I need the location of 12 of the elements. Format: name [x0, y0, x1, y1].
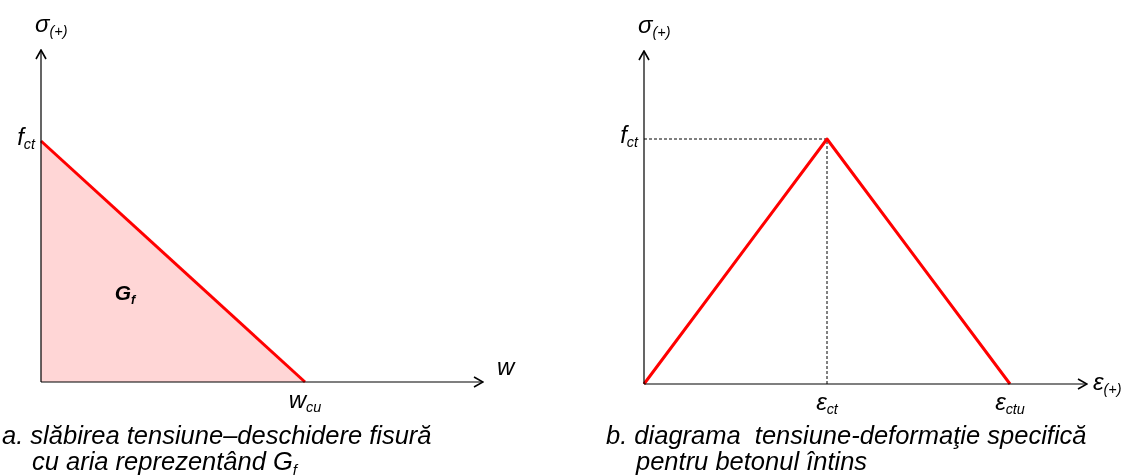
x-tick-label: ε$_{ctu}$ — [995, 388, 1025, 418]
y-axis-title: σ$_{(+)}$ — [35, 10, 68, 40]
x-tick-label: ε$_{ct}$ — [816, 388, 838, 418]
y-axis-title: σ$_{(+)}$ — [638, 11, 671, 41]
x-axis-title: ε$_{(+)}$ — [1093, 368, 1122, 398]
text: f$_{ct}$ — [620, 121, 638, 151]
x-axis-title: w — [497, 353, 515, 380]
annotation: G$_{f}$ — [114, 281, 136, 307]
text: a. slăbirea tensiune–deschidere fisură cu aria reprezentând G$_{f}$ — [2, 421, 433, 475]
text: w$_{cu}$ — [288, 386, 322, 416]
text: b. diagrama tensiune-deformaţie specifică pentru betonul întins — [606, 421, 1088, 475]
text: f$_{ct}$ — [17, 123, 35, 153]
